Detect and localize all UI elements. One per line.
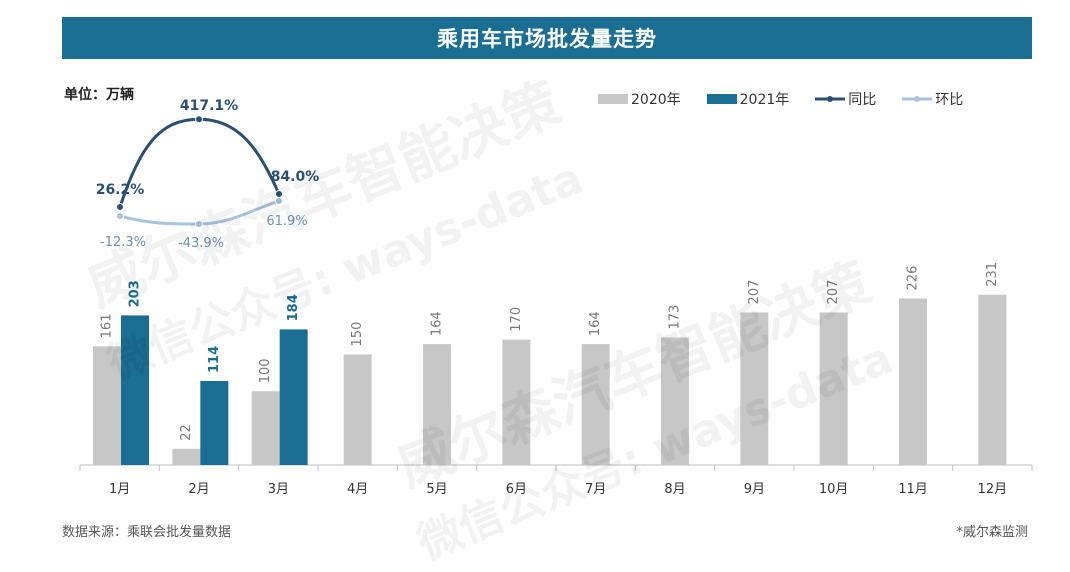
legend-line-yoy-icon: [815, 96, 846, 102]
legend-label-2021: 2021年: [739, 92, 790, 108]
chart-title-bar: 乘用车市场批发量走势: [62, 17, 1032, 59]
bar-2020: [899, 298, 927, 465]
yoy-point: [195, 115, 203, 124]
x-tick-label: 12月: [978, 482, 1008, 497]
monitor-note: *威尔森监测: [956, 525, 1028, 540]
yoy-point: [275, 190, 283, 199]
yoy-point: [116, 203, 124, 211]
yoy-data-label: 84.0%: [271, 169, 320, 185]
data-label-2020: 207: [747, 280, 762, 305]
x-tick-label: 8月: [664, 482, 685, 497]
x-tick-label: 3月: [268, 482, 289, 497]
legend-item-2020: 2020年: [598, 89, 681, 109]
x-tick-label: 1月: [109, 482, 130, 497]
mom-point: [275, 197, 283, 205]
x-tick-label: 11月: [898, 482, 928, 497]
bar-2021: [279, 329, 308, 465]
data-label-2020: 170: [509, 307, 524, 332]
bar-2020: [661, 337, 689, 465]
data-label-2021: 203: [128, 280, 143, 307]
data-label-2020: 164: [588, 311, 603, 336]
bar-2020: [819, 312, 848, 465]
chart-legend: 2020年 2021年 同比 环比: [598, 89, 989, 109]
legend-item-2021: 2021年: [706, 89, 790, 109]
bar-2020: [93, 346, 121, 465]
mom-point: [116, 212, 124, 220]
bar-2021: [200, 380, 229, 465]
data-label-2020: 150: [350, 322, 365, 347]
legend-label-mom: 环比: [935, 92, 964, 108]
data-label-2020: 22: [179, 424, 194, 441]
x-tick-label: 7月: [585, 482, 606, 497]
mom-data-label: -12.3%: [100, 235, 146, 250]
data-label-2020: 207: [826, 280, 841, 305]
data-label-2020: 100: [258, 358, 273, 383]
unit-label: 单位：万辆: [64, 87, 134, 103]
legend-swatch-2020: [598, 94, 628, 104]
data-label-2020: 164: [430, 311, 445, 336]
legend-item-mom: 环比: [902, 89, 963, 109]
data-label-2020: 226: [906, 266, 921, 291]
x-tick-label: 6月: [506, 482, 527, 497]
yoy-data-label: 417.1%: [180, 98, 238, 114]
bar-2020: [978, 294, 1007, 465]
x-tick-label: 5月: [426, 482, 447, 497]
bar-2020: [423, 344, 451, 465]
legend-swatch-2021: [706, 94, 737, 104]
data-label-2021: 184: [286, 294, 301, 321]
mom-point: [195, 220, 203, 228]
legend-label-yoy: 同比: [848, 92, 877, 108]
data-source-note: 数据来源：乘联会批发量数据: [62, 525, 232, 540]
mom-data-label: -43.9%: [178, 236, 224, 251]
x-tick-label: 4月: [347, 482, 368, 497]
yoy-data-label: 26.2%: [96, 182, 145, 198]
x-tick-label: 10月: [819, 482, 849, 497]
mom-data-label: 61.9%: [266, 214, 307, 229]
bar-2020: [172, 448, 201, 465]
data-label-2020: 231: [985, 262, 1000, 287]
bar-2020: [343, 354, 372, 465]
bar-2020: [740, 312, 769, 465]
data-label-2021: 114: [207, 346, 222, 373]
x-tick-label: 2月: [188, 482, 209, 497]
bar-2021: [121, 315, 149, 465]
legend-item-yoy: 同比: [815, 89, 876, 109]
bar-2020: [581, 344, 610, 465]
data-label-2020: 161: [100, 314, 115, 339]
legend-label-2020: 2020年: [631, 92, 681, 108]
bar-line-chart: 161 203 1月 22 114 2月 100 184 3月 150 4月 164 5月 170 6月 16…: [79, 98, 1033, 497]
data-label-2020: 173: [668, 305, 683, 330]
bar-2020: [502, 339, 531, 465]
legend-line-mom-icon: [902, 96, 933, 102]
chart-title: 乘用车市场批发量走势: [437, 27, 657, 51]
x-tick-label: 9月: [744, 482, 765, 497]
bar-2020: [251, 391, 280, 465]
